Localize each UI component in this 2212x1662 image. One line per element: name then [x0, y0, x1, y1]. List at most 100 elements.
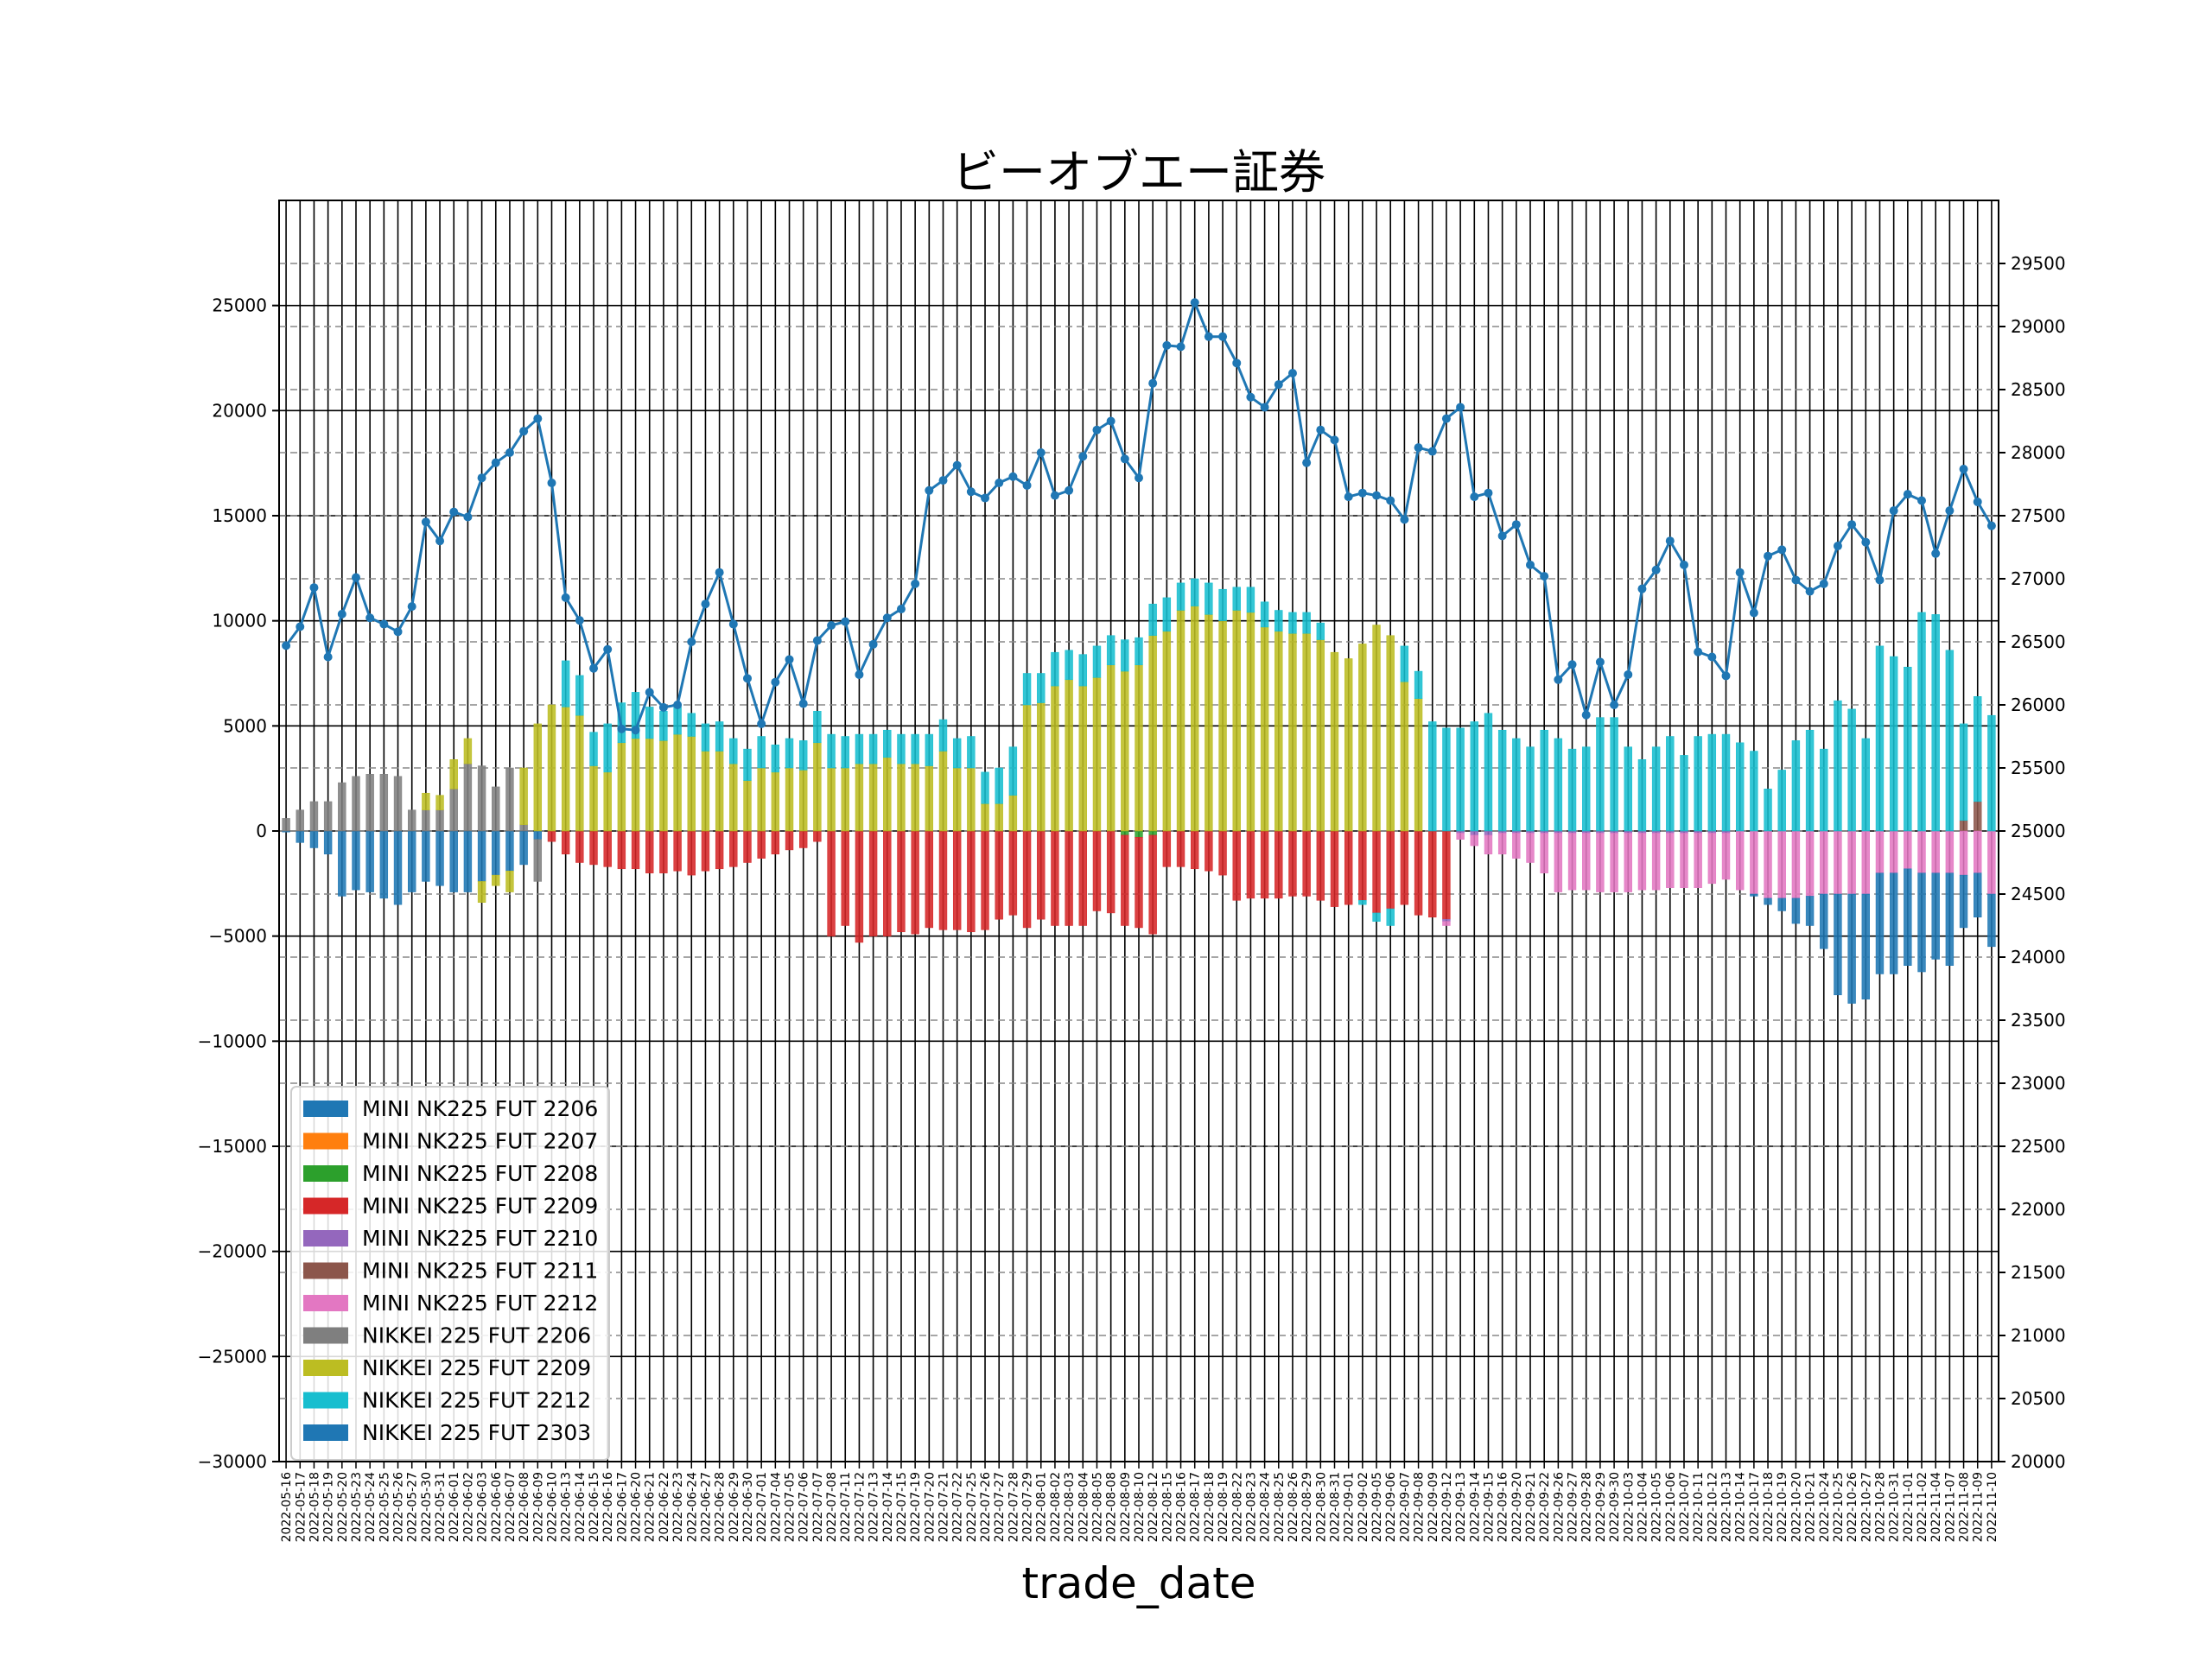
bar-9 — [1567, 748, 1577, 832]
price-point — [701, 599, 710, 609]
bar-9 — [1428, 721, 1437, 832]
bar-9 — [1106, 635, 1116, 666]
x-tick-label: 2022-06-28 — [714, 1472, 728, 1542]
bar-8 — [1106, 664, 1116, 832]
price-point — [1764, 551, 1773, 561]
y2-tick-label: 20000 — [2011, 1451, 2066, 1472]
bar-3 — [1176, 830, 1185, 867]
x-tick-label: 2022-07-20 — [923, 1472, 937, 1542]
x-tick-label: 2022-10-19 — [1776, 1472, 1789, 1542]
x-tick-label: 2022-07-11 — [839, 1472, 853, 1542]
bar-3 — [841, 830, 849, 926]
bar-3 — [1148, 834, 1157, 935]
bar-9 — [1274, 610, 1283, 632]
x-tick-label: 2022-06-10 — [546, 1472, 560, 1542]
price-point — [911, 579, 920, 588]
x-tick-label: 2022-11-10 — [1986, 1472, 1999, 1542]
bar-3 — [1008, 830, 1018, 916]
bar-9 — [561, 660, 570, 707]
x-tick-label: 2022-05-26 — [392, 1472, 406, 1542]
x-tick-label: 2022-07-21 — [938, 1472, 951, 1542]
bar-8 — [477, 881, 486, 903]
bar-7 — [477, 765, 486, 832]
bar-6 — [1904, 830, 1912, 870]
y2-tick-label: 29000 — [2011, 316, 2066, 337]
x-tick-label: 2022-06-20 — [630, 1472, 644, 1542]
x-tick-label: 2022-09-14 — [1468, 1472, 1482, 1542]
bar-9 — [1777, 770, 1786, 832]
y2-tick-label: 21500 — [2011, 1262, 2066, 1283]
bar-3 — [1288, 830, 1297, 897]
bar-0 — [309, 830, 319, 848]
x-tick-label: 2022-06-14 — [574, 1472, 588, 1542]
legend-swatch — [303, 1424, 348, 1441]
price-point — [1973, 497, 1982, 506]
price-point — [1135, 473, 1143, 483]
price-point — [1022, 480, 1032, 490]
price-point — [1777, 545, 1787, 555]
bar-9 — [1386, 908, 1395, 926]
x-tick-label: 2022-07-15 — [895, 1472, 909, 1542]
bar-9 — [1246, 587, 1255, 613]
x-tick-label: 2022-08-05 — [1091, 1472, 1105, 1542]
bar-9 — [1162, 597, 1172, 632]
bar-9 — [1637, 759, 1647, 832]
bar-6 — [1624, 833, 1632, 892]
price-point — [1092, 425, 1102, 435]
bar-6 — [1847, 830, 1856, 895]
price-point — [1357, 488, 1367, 498]
price-point — [687, 638, 696, 646]
bar-4 — [1470, 830, 1478, 836]
bar-9 — [1596, 717, 1605, 832]
bar-9 — [645, 707, 654, 739]
y-tick-label: −15000 — [198, 1136, 267, 1157]
bar-8 — [505, 870, 514, 892]
price-point — [925, 485, 934, 495]
y-tick-label: −5000 — [208, 926, 267, 947]
price-point — [1833, 542, 1842, 551]
bar-0 — [477, 830, 486, 882]
x-tick-label: 2022-06-08 — [518, 1472, 531, 1542]
bar-7 — [379, 774, 389, 832]
bar-10 — [1904, 868, 1912, 966]
bar-6 — [1470, 834, 1478, 847]
bar-6 — [1484, 834, 1493, 855]
bar-8 — [673, 733, 682, 832]
price-point — [938, 476, 948, 485]
bar-0 — [338, 830, 346, 897]
x-tick-label: 2022-07-13 — [868, 1472, 881, 1542]
bar-3 — [1232, 830, 1241, 901]
price-point — [952, 460, 962, 470]
x-tick-label: 2022-10-26 — [1846, 1472, 1859, 1542]
bar-8 — [799, 770, 808, 832]
x-tick-label: 2022-06-15 — [588, 1472, 601, 1542]
x-tick-label: 2022-09-15 — [1483, 1472, 1497, 1542]
bar-3 — [757, 830, 766, 859]
bar-3 — [897, 830, 906, 933]
x-tick-label: 2022-05-16 — [280, 1472, 294, 1542]
bar-8 — [827, 767, 836, 832]
bar-3 — [1162, 830, 1172, 867]
bar-3 — [1386, 830, 1395, 910]
y2-tick-label: 24500 — [2011, 884, 2066, 904]
bar-6 — [1931, 830, 1940, 873]
bar-3 — [617, 830, 626, 870]
bar-3 — [715, 830, 724, 870]
x-tick-label: 2022-09-30 — [1608, 1472, 1622, 1542]
x-tick-label: 2022-10-24 — [1818, 1472, 1832, 1542]
bar-9 — [911, 733, 919, 764]
bar-4 — [1554, 830, 1563, 834]
bar-9 — [1497, 729, 1507, 832]
bar-8 — [1078, 685, 1087, 832]
bar-3 — [883, 830, 892, 936]
bar-8 — [1260, 626, 1269, 832]
bar-9 — [1847, 708, 1856, 832]
bar-8 — [938, 751, 948, 832]
bar-0 — [463, 830, 473, 892]
bar-9 — [967, 736, 976, 769]
bar-3 — [995, 830, 1003, 920]
x-tick-label: 2022-06-09 — [531, 1472, 545, 1542]
legend: MINI NK225 FUT 2206 MINI NK225 FUT 2207 MI… — [290, 1086, 610, 1461]
price-point — [1651, 565, 1661, 574]
y2-tick-label: 24000 — [2011, 947, 2066, 967]
